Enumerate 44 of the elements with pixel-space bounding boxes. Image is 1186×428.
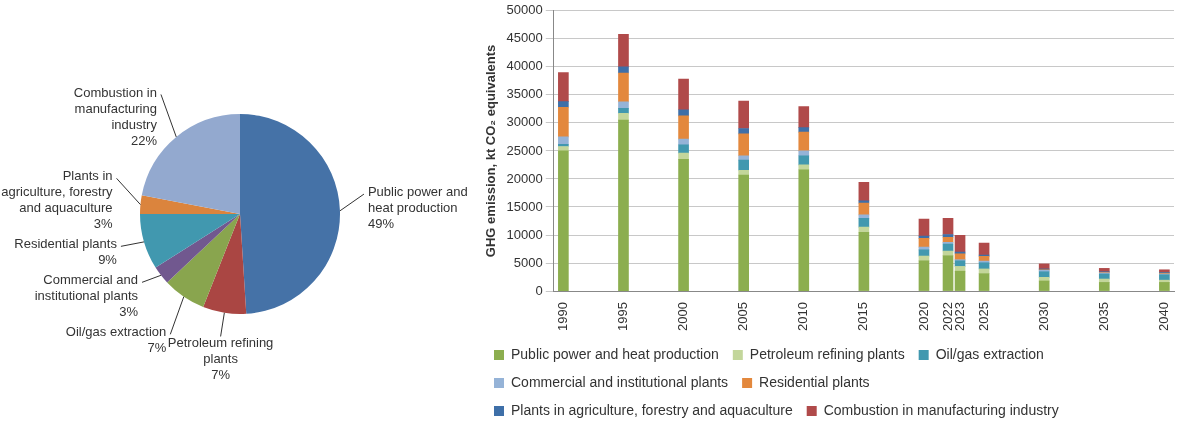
- slice-label: Oil/gas extraction: [65, 324, 167, 340]
- y-tick-label: 50000: [506, 2, 543, 18]
- legend-label: Oil/gas extraction: [935, 345, 1044, 362]
- data-label: 49%: [367, 216, 395, 232]
- y-tick-label: 5000: [513, 254, 543, 270]
- data-label: 22%: [130, 132, 158, 148]
- x-tick-label: 2010: [795, 302, 811, 331]
- legend-label: Residential plants: [759, 373, 870, 390]
- slice-label: Residential plants: [14, 236, 118, 252]
- y-tick-label: 25000: [506, 142, 543, 158]
- legend-label: Petroleum refining plants: [749, 345, 905, 362]
- y-tick-label: 45000: [506, 30, 543, 46]
- y-tick-label: 35000: [506, 86, 543, 102]
- slice-label: Plants in agriculture, forestry and aquaculture: [1, 168, 114, 216]
- x-tick-label: 2035: [1095, 302, 1111, 331]
- y-tick-label: 10000: [506, 226, 543, 242]
- x-tick-label: 2025: [975, 302, 991, 331]
- y-axis-title: GHG emission, kt CO₂ equivalents: [483, 44, 499, 258]
- y-tick-label: 40000: [506, 58, 543, 74]
- data-label: 7%: [147, 340, 167, 356]
- x-tick-label: 1990: [554, 302, 570, 331]
- y-tick-label: 20000: [506, 170, 543, 186]
- data-label: 9%: [98, 252, 118, 268]
- data-label: 3%: [119, 304, 139, 320]
- y-tick-label: 30000: [506, 114, 543, 130]
- x-tick-label: 2015: [855, 302, 871, 331]
- x-tick-label: 2020: [915, 302, 931, 331]
- x-tick-label: 2030: [1035, 302, 1051, 331]
- slice-label: Petroleum refining plants: [167, 334, 274, 366]
- slice-label: Combustion in manufacturing industry: [73, 84, 158, 132]
- data-label: 7%: [211, 366, 231, 382]
- x-tick-label: 2000: [675, 302, 691, 331]
- x-tick-label: 1995: [615, 302, 631, 331]
- slice-label: Public power and heat production: [367, 184, 468, 216]
- legend-label: Public power and heat production: [511, 345, 719, 362]
- y-tick-label: 15000: [506, 198, 543, 214]
- y-tick-label: 0: [535, 282, 543, 298]
- legend-label: Combustion in manufacturing industry: [823, 401, 1059, 418]
- x-tick-label: 2005: [735, 302, 751, 331]
- data-label: 3%: [93, 216, 113, 232]
- slice-label: Commercial and institutional plants: [34, 272, 139, 304]
- x-tick-label: 2040: [1155, 302, 1171, 331]
- legend-label: Commercial and institutional plants: [511, 373, 729, 390]
- legend-label: Plants in agriculture, forestry and aquaculture: [511, 401, 793, 418]
